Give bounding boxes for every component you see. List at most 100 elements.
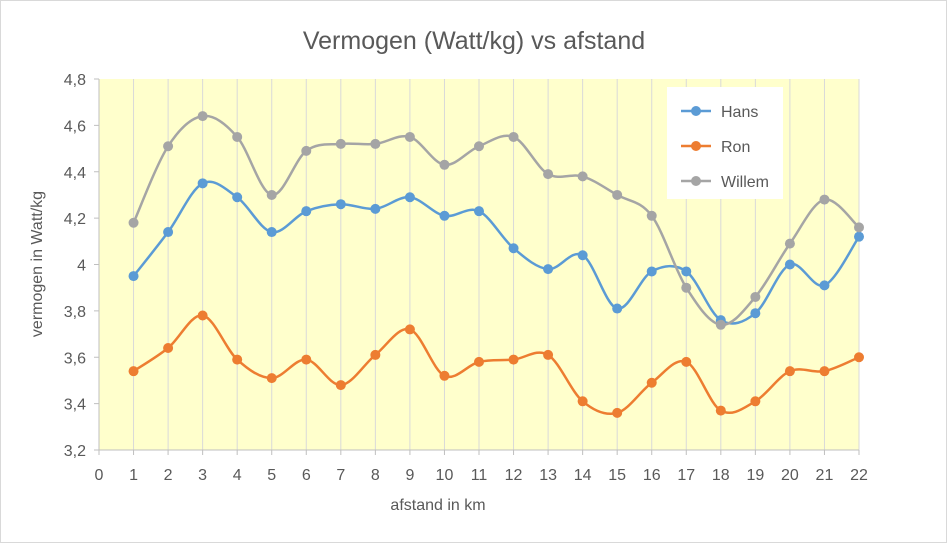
data-point-willem [266,189,277,200]
legend-marker-hans [691,106,701,116]
data-point-willem [784,238,795,249]
legend: Hans Ron Willem [667,87,783,199]
data-point-hans [232,192,243,203]
data-point-willem [474,141,484,152]
x-tick-label: 22 [850,467,868,484]
data-point-ron [128,366,139,377]
data-point-willem [439,159,450,170]
data-point-willem [612,189,623,200]
data-point-ron [163,342,174,353]
x-tick-label: 2 [164,467,173,484]
data-point-ron [404,324,415,335]
y-tick-label: 3,8 [64,304,86,321]
x-tick-label: 21 [816,467,834,484]
data-point-ron [715,405,726,416]
data-point-hans [163,227,174,238]
x-tick-label: 3 [198,467,207,484]
data-point-ron [543,349,554,360]
legend-label-willem: Willem [721,174,769,191]
data-point-willem [128,217,139,228]
x-axis-label: afstand in km [390,497,485,514]
data-point-ron [266,373,277,384]
data-point-hans [508,243,519,254]
x-tick-label: 11 [471,467,488,484]
series-line-willem [132,114,861,327]
legend-label-ron: Ron [721,139,750,156]
data-point-hans [128,271,139,282]
data-point-ron [819,366,830,377]
legend-item-hans: Hans [681,104,758,121]
data-point-ron [232,354,243,365]
data-point-willem [750,291,761,302]
data-point-hans [404,192,415,203]
x-tick-label: 17 [677,467,695,484]
data-point-willem [543,169,554,180]
x-tick-label: 10 [436,467,454,484]
data-point-ron [197,310,208,321]
data-point-hans [819,280,830,291]
x-tick-label: 12 [505,467,523,484]
data-point-willem [163,141,174,152]
x-tick-label: 7 [336,467,345,484]
data-point-willem [370,138,381,149]
data-point-ron [508,354,519,365]
data-point-hans [439,210,450,221]
x-tick-label: 14 [574,467,592,484]
series-ron [128,310,864,418]
x-tick-label: 4 [233,467,242,484]
data-point-hans [301,206,312,217]
y-tick-label: 4,8 [64,72,86,89]
axes: 3,23,43,63,844,24,44,64,80 1 2 3 4 5 6 7 8 9 10 11 1… [64,72,868,484]
legend-item-ron: Ron [681,139,750,156]
data-point-hans [646,266,657,277]
x-tick-label: 5 [267,467,276,484]
legend-marker-willem [691,176,701,186]
data-point-ron [335,380,346,391]
data-point-hans [370,203,381,214]
data-point-willem [404,131,415,142]
x-tick-label: 16 [643,467,661,484]
data-point-willem [715,319,726,330]
data-point-ron [577,396,588,407]
data-point-ron [681,356,692,367]
y-axis-label: vermogen in Watt/kg [29,191,46,337]
series-lines [128,111,864,418]
data-point-willem [819,194,830,205]
data-point-ron [301,354,312,365]
data-point-ron [370,349,381,360]
data-point-hans [474,206,484,217]
data-point-hans [197,178,208,189]
data-point-hans [543,264,554,275]
y-tick-label: 3,4 [64,397,86,414]
x-tick-label: 8 [371,467,380,484]
legend-marker-ron [691,141,701,151]
data-point-hans [612,303,623,314]
x-tick-label: 15 [608,467,626,484]
data-point-hans [784,259,795,270]
x-tick-label: 1 [129,467,138,484]
legend-item-willem: Willem [681,174,769,191]
data-point-ron [854,352,864,363]
data-point-hans [750,308,761,319]
x-tick-label: 19 [746,467,764,484]
chart-title: Vermogen (Watt/kg) vs afstand [303,27,645,55]
data-point-ron [750,396,761,407]
y-tick-label: 4,2 [64,211,86,228]
data-point-hans [577,250,588,261]
data-point-willem [646,210,657,221]
data-point-willem [681,282,692,293]
data-point-hans [854,231,864,242]
y-tick-label: 4 [77,258,86,275]
x-tick-label: 6 [302,467,311,484]
series-line-hans [132,180,861,325]
y-tick-label: 3,2 [64,443,86,460]
data-point-ron [784,366,795,377]
x-tick-label: 18 [712,467,730,484]
x-tick-label: 13 [539,467,557,484]
x-tick-label: 9 [405,467,414,484]
data-point-ron [439,370,450,381]
data-point-willem [335,138,346,149]
y-tick-label: 4,4 [64,165,86,182]
series-willem [128,111,864,330]
x-tick-label: 0 [95,467,104,484]
